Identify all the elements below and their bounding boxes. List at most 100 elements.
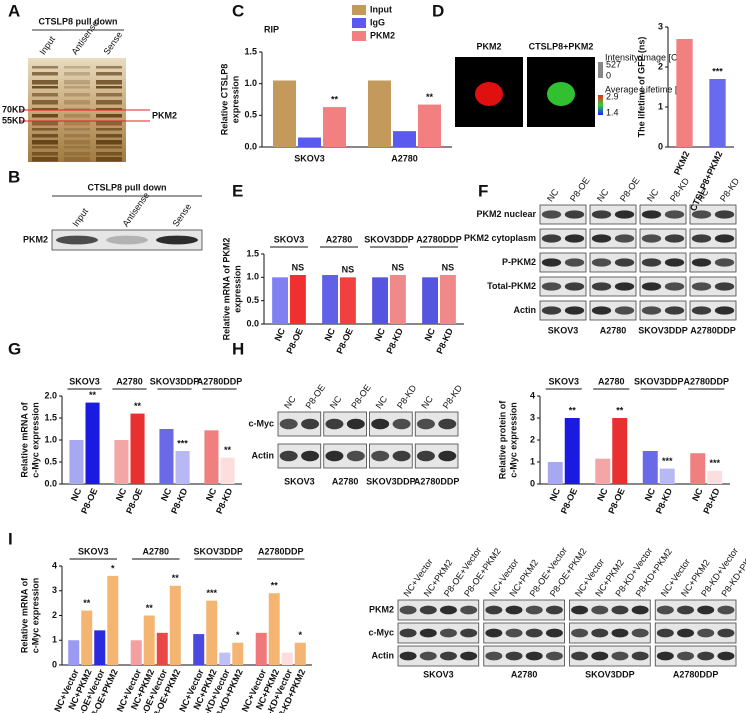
row-label: PKM2 nuclear [476,209,536,219]
blot-band [392,450,411,462]
panel-letter: B [8,167,20,186]
bar [268,593,280,665]
blot-band [485,651,503,661]
blot-band [697,651,715,661]
x-tick-label: P8-KD [384,326,405,355]
blot-band [439,628,457,638]
x-tick-label: NC [690,486,705,502]
group-label: SKOV3 [548,376,579,386]
cell-label: SKOV3DDP [585,669,635,679]
blot-band [545,628,563,638]
y-tick-label: 0.5 [244,110,257,120]
bar [107,575,119,665]
significance-label: *** [712,66,723,76]
y-tick-label: 1.0 [44,434,57,444]
blot-strip [639,228,687,249]
x-tick-label: NC [204,486,219,502]
lane-label: Input [37,34,57,57]
bar [114,440,129,484]
bar [368,80,391,147]
cell-label: SKOV3DDP [638,325,688,335]
row-label: PKM2 [369,604,394,614]
blot-band [656,605,674,615]
blot-band [591,651,609,661]
group-label: A2780 [598,376,625,386]
y-tick-label: 4 [52,560,57,570]
gel-band [64,108,90,111]
x-tick-label: P8-KD [654,486,675,515]
y-tick-label: 0.5 [246,295,259,305]
blot-band [564,234,585,243]
band-label: PKM2 [152,110,177,120]
significance-label: ** [616,405,624,415]
lane-label: NC [595,187,611,204]
bar [272,277,288,324]
cell-signal [475,82,503,106]
chart-title: RIP [264,24,279,34]
blot-strip [589,276,637,297]
row-label: Actin [514,305,537,315]
blot-strip [589,228,637,249]
group-label: SKOV3DDP [193,546,243,556]
legend-swatch [352,18,366,28]
cell-label: A2780DDP [690,325,736,335]
blot-band [419,651,437,661]
blot-band [416,450,435,462]
significance-label: *** [662,456,673,466]
blot-band [591,628,609,638]
gel-band [96,134,122,138]
blot-band [571,628,589,638]
x-tick-label: NC [422,326,437,342]
blot-band [325,418,344,430]
gel-band [64,152,90,156]
group-label: SKOV3DDP [150,376,200,386]
panel-letter: E [232,181,243,200]
blot-band [545,651,563,661]
gel-band [96,152,122,156]
bar [690,453,706,484]
group-label: SKOV3 [78,546,109,556]
blot-strip [539,276,587,297]
image-label: CTSLP8+PKM2 [529,41,594,51]
bar [193,634,205,665]
group-label: A2780 [116,376,143,386]
x-tick-label: NC [322,326,337,342]
group-label: A2780DDP [258,546,304,556]
lane-label: P8-OE [303,383,327,411]
bar [219,652,231,665]
significance-label: *** [206,588,217,598]
blot-band [399,651,417,661]
y-tick-label: 2 [658,61,663,71]
gel-band [32,72,58,76]
panel-letter: I [8,529,13,548]
lane-label: P8-KD [441,383,465,411]
blot-band [656,651,674,661]
size-marker: 55KD [2,115,26,125]
blot-strip [689,276,737,297]
blot-band [541,258,562,267]
x-tick-label: NC [595,486,610,502]
blot-band [545,605,563,615]
scale-label: 527 [606,59,621,69]
blot-band [279,450,298,462]
blot-band [714,234,735,243]
blot-band [591,210,612,219]
bar [232,642,244,665]
blot-strip [639,300,687,321]
y-tick-label: 0.0 [44,478,57,488]
bar [298,137,321,147]
significance-label: ** [89,390,97,400]
gel-band [64,121,90,126]
x-tick-label: P8-OE [284,327,304,356]
gel-band [32,66,58,69]
bar [612,418,628,484]
blot-band [714,306,735,315]
blot-band [485,628,503,638]
blot-band [656,628,674,638]
blot-band [714,210,735,219]
blot-strip [539,252,587,273]
blot-band [591,605,609,615]
row-label: Actin [252,450,275,460]
blot-band [541,234,562,243]
group-label: SKOV3 [69,376,100,386]
